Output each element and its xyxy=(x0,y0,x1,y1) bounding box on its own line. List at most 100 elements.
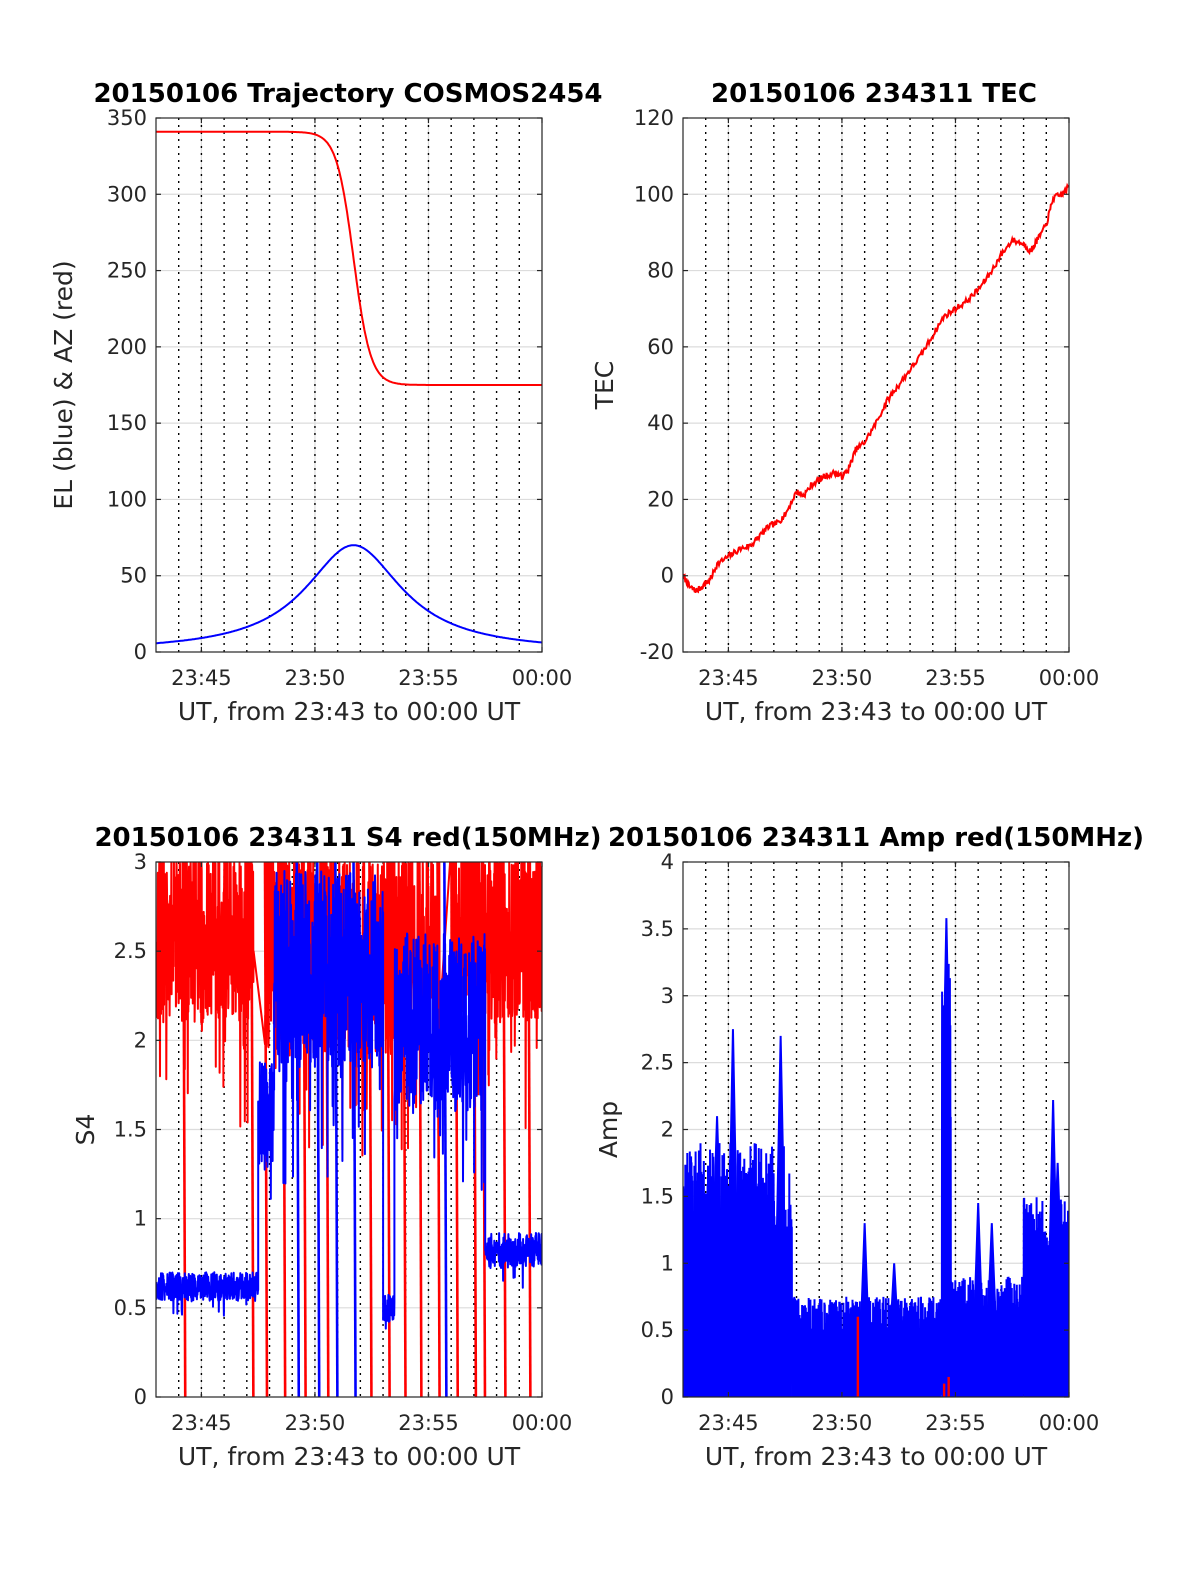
x-tick-label: 23:55 xyxy=(925,1411,986,1435)
tec-chart-title: 20150106 234311 TEC xyxy=(711,79,1037,109)
tec-x-axis-label: UT, from 23:43 to 00:00 UT xyxy=(705,697,1048,726)
x-tick-label: 23:45 xyxy=(698,1411,759,1435)
y-tick-label: 350 xyxy=(107,106,147,130)
y-tick-label: 2 xyxy=(661,1118,674,1142)
elevation-series-line xyxy=(156,544,542,645)
y-tick-label: 50 xyxy=(120,564,147,588)
y-tick-label: 100 xyxy=(107,487,147,511)
y-tick-label: 150 xyxy=(107,411,147,435)
s4-drop-spike xyxy=(250,862,255,1397)
tec-plot-area xyxy=(683,182,1069,594)
s4-x-axis-label: UT, from 23:43 to 00:00 UT xyxy=(178,1442,521,1471)
x-tick-label: 00:00 xyxy=(1039,1411,1100,1435)
x-tick-label: 23:50 xyxy=(812,1411,873,1435)
s4-plot-area xyxy=(156,862,542,1397)
amp-dense-band xyxy=(1023,1286,1069,1397)
amp-peak-spike xyxy=(1052,1162,1063,1277)
s4-drop-spike xyxy=(315,862,321,1397)
amp-peak-spike xyxy=(859,1223,870,1337)
s4-drop-spike xyxy=(418,862,423,1397)
s4-drop-spike xyxy=(352,862,357,1397)
s4-drop-spike xyxy=(368,862,373,1397)
s4-drop-spike xyxy=(443,862,448,1397)
s4-drop-spike xyxy=(181,862,187,1397)
amp-chart: 20150106 234311 Amp red(150MHz) 0 0.5 1 1.5… xyxy=(594,823,1144,1471)
y-tick-label: 200 xyxy=(107,335,147,359)
amp-plot-area xyxy=(683,918,1069,1397)
tec-grid xyxy=(683,118,1070,652)
trajectory-x-axis-label: UT, from 23:43 to 00:00 UT xyxy=(178,697,521,726)
x-tick-label: 23:45 xyxy=(171,1411,232,1435)
y-tick-label: 0 xyxy=(661,1385,674,1409)
trajectory-plot-area xyxy=(156,130,542,645)
x-tick-label: 00:00 xyxy=(512,666,573,690)
y-tick-label: 3 xyxy=(134,850,147,874)
amp-ticks: 0 0.5 1 1.5 2 2.5 3 3.5 4 23:45 23:50 23:55 00:00 xyxy=(641,850,1100,1435)
tec-axes-frame xyxy=(682,117,1070,653)
y-tick-label: 2 xyxy=(134,1028,147,1052)
y-tick-label: 0 xyxy=(661,564,674,588)
s4-drop-spike xyxy=(334,862,339,1397)
tec-series-line xyxy=(683,182,1069,594)
trajectory-y-axis-label: EL (blue) & AZ (red) xyxy=(49,260,78,509)
y-tick-label: 0.5 xyxy=(641,1318,674,1342)
y-tick-label: 1 xyxy=(661,1251,674,1275)
amp-x-axis-label: UT, from 23:43 to 00:00 UT xyxy=(705,1442,1048,1471)
amp-dense-band xyxy=(941,1154,951,1397)
y-tick-label: 0.5 xyxy=(114,1296,147,1320)
amp-dense-band xyxy=(950,1330,1024,1397)
y-tick-label: 100 xyxy=(634,182,674,206)
y-tick-label: 300 xyxy=(107,182,147,206)
x-tick-label: 23:55 xyxy=(398,1411,459,1435)
amp-dense-band xyxy=(683,1257,792,1397)
amp-peak-spike xyxy=(986,1223,997,1325)
y-tick-label: 1.5 xyxy=(114,1118,147,1142)
amp-peak-spike xyxy=(941,918,952,1133)
x-tick-label: 23:50 xyxy=(285,1411,346,1435)
x-tick-label: 23:50 xyxy=(285,666,346,690)
amp-dense-band xyxy=(791,1341,942,1397)
y-tick-label: 4 xyxy=(661,850,674,874)
x-tick-label: 23:45 xyxy=(171,666,232,690)
y-tick-label: 40 xyxy=(647,411,674,435)
x-tick-label: 23:55 xyxy=(925,666,986,690)
tec-ticks: -20 0 20 40 60 80 100 120 23:45 23:50 23:55 00:00 xyxy=(634,106,1099,690)
s4-y-axis-label: S4 xyxy=(71,1114,100,1146)
s4-drop-spike xyxy=(527,862,532,1397)
amp-peak-spike xyxy=(775,1035,786,1245)
amp-y-axis-label: Amp xyxy=(594,1101,623,1158)
y-tick-label: 2.5 xyxy=(114,939,147,963)
amp-peak-spike xyxy=(727,1029,738,1245)
s4-drop-spike xyxy=(502,862,507,1397)
y-tick-label: 1.5 xyxy=(641,1184,674,1208)
y-tick-label: 80 xyxy=(647,259,674,283)
s4-chart: 20150106 234311 S4 red(150MHz) 0 0.5 1 1.5 2… xyxy=(71,823,602,1471)
azimuth-series-line xyxy=(156,130,542,386)
y-tick-label: 0 xyxy=(134,1385,147,1409)
x-tick-label: 23:50 xyxy=(812,666,873,690)
s4-chart-title: 20150106 234311 S4 red(150MHz) xyxy=(94,823,601,853)
x-tick-label: 23:45 xyxy=(698,666,759,690)
trajectory-axes-frame xyxy=(155,117,543,653)
trajectory-chart: 20150106 Trajectory COSMOS2454 0 50 100 150… xyxy=(49,79,603,726)
y-tick-label: 60 xyxy=(647,335,674,359)
amp-peak-spike xyxy=(973,1203,984,1325)
trajectory-ticks: 0 50 100 150 200 250 300 350 23:45 23:50 23:55 00:0… xyxy=(107,106,572,690)
tec-chart: 20150106 234311 TEC -20 0 20 40 60 80 100 120 23… xyxy=(590,79,1099,726)
trajectory-chart-title: 20150106 Trajectory COSMOS2454 xyxy=(93,79,602,109)
y-tick-label: 250 xyxy=(107,259,147,283)
amp-peak-spike xyxy=(889,1263,900,1337)
y-tick-label: 1 xyxy=(134,1207,147,1231)
x-tick-label: 00:00 xyxy=(1039,666,1100,690)
amp-peak-spike xyxy=(712,1116,723,1245)
tec-y-axis-label: TEC xyxy=(590,361,619,411)
y-tick-label: 120 xyxy=(634,106,674,130)
y-tick-label: -20 xyxy=(640,640,674,664)
amp-chart-title: 20150106 234311 Amp red(150MHz) xyxy=(608,823,1144,853)
y-tick-label: 3 xyxy=(661,984,674,1008)
s4-ticks: 0 0.5 1 1.5 2 2.5 3 23:45 23:50 23:55 00:00 xyxy=(114,850,573,1435)
y-tick-label: 3.5 xyxy=(641,917,674,941)
s4-drop-spike xyxy=(295,862,301,1397)
y-tick-label: 20 xyxy=(647,487,674,511)
